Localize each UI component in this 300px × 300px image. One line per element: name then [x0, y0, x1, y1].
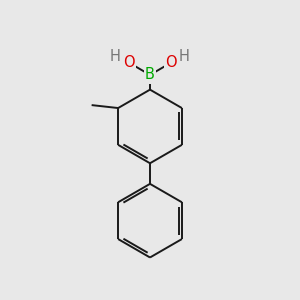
Text: O: O — [165, 55, 177, 70]
Text: H: H — [179, 49, 190, 64]
Text: O: O — [123, 55, 135, 70]
Text: H: H — [110, 49, 121, 64]
Text: B: B — [145, 68, 155, 82]
